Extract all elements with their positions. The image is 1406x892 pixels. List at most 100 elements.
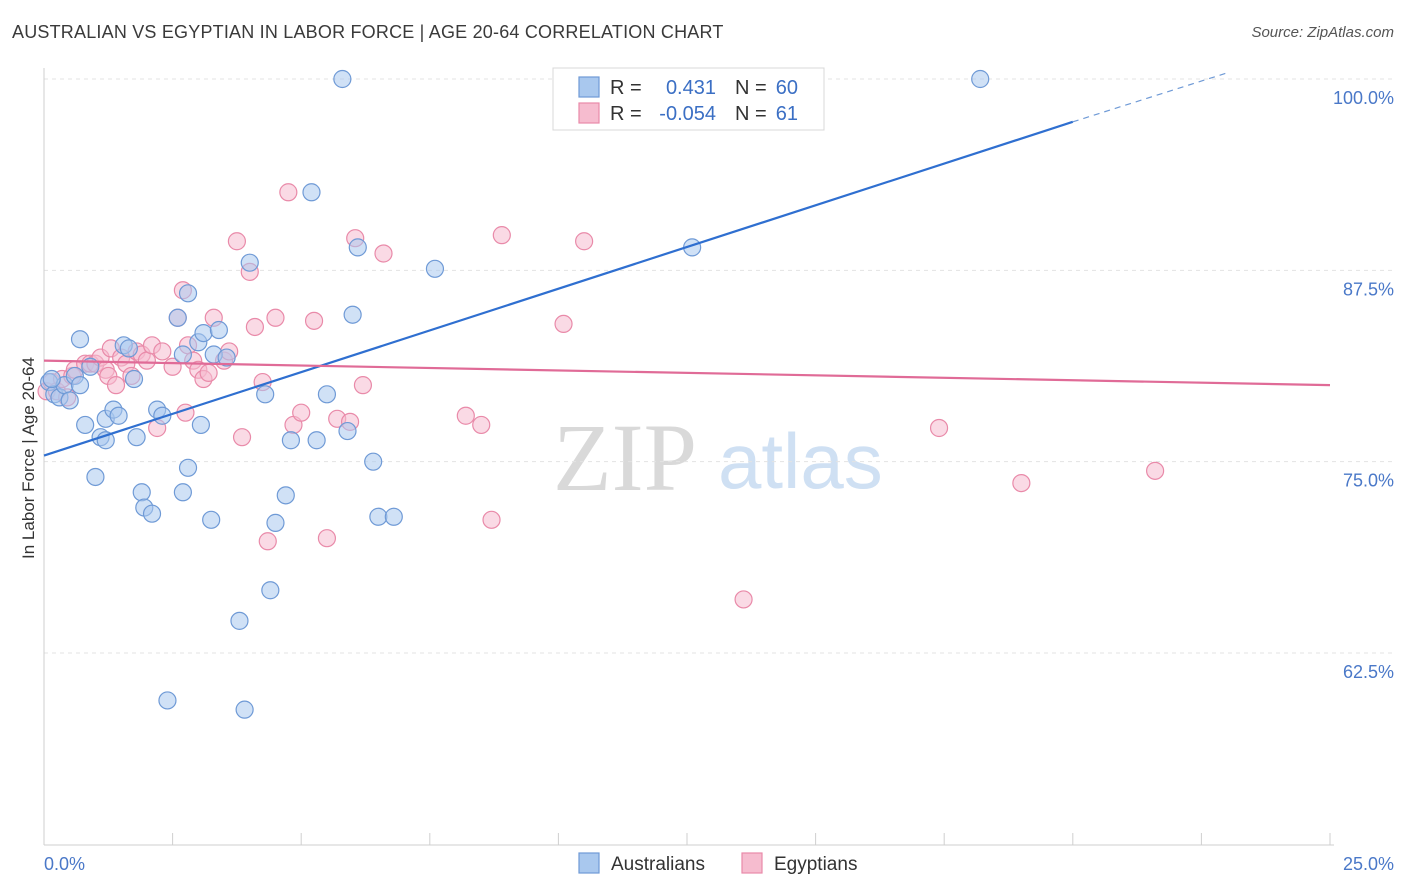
australians-point bbox=[173, 483, 192, 502]
legend-n-value-1: 60 bbox=[776, 77, 798, 99]
australians-point bbox=[364, 452, 383, 471]
legend-n-label-1: N = bbox=[735, 77, 767, 99]
egyptians-point bbox=[232, 428, 252, 447]
australians-point bbox=[369, 507, 388, 526]
australians-point bbox=[70, 376, 90, 395]
series-legend-label-australians: Australians bbox=[611, 854, 705, 875]
egyptians-point bbox=[137, 351, 156, 370]
australians-point bbox=[132, 483, 151, 502]
egyptians-point bbox=[317, 529, 337, 548]
egyptians-point bbox=[227, 232, 246, 251]
australians-point bbox=[158, 691, 177, 710]
australians-point bbox=[307, 431, 326, 450]
x-axis-ticks bbox=[43, 833, 1331, 845]
australians-point bbox=[276, 486, 295, 505]
egyptians-point bbox=[266, 308, 285, 327]
australians-point bbox=[202, 510, 221, 529]
trend-lines bbox=[43, 72, 1331, 457]
australians-point bbox=[86, 467, 105, 487]
gridlines bbox=[44, 78, 1394, 654]
australians-point bbox=[142, 504, 162, 523]
egyptians-point bbox=[554, 314, 573, 334]
australians-point bbox=[60, 391, 79, 410]
egyptians-point bbox=[1012, 473, 1031, 493]
series-legend: Australians Egyptians bbox=[578, 852, 857, 875]
australians-point bbox=[338, 421, 357, 441]
y-axis-label: In Labor Force | Age 20-64 bbox=[19, 357, 38, 559]
legend-n-value-2: 61 bbox=[776, 103, 798, 125]
australians-point bbox=[124, 369, 144, 389]
australians-point bbox=[317, 385, 337, 404]
legend-r-label-1: R = bbox=[610, 77, 642, 99]
legend-r-value-1: 0.431 bbox=[666, 77, 716, 99]
australians-point bbox=[76, 415, 95, 435]
australians-point bbox=[971, 69, 990, 89]
australians-point bbox=[209, 320, 228, 340]
y-axis-tick-labels: 62.5% 75.0% 87.5% 100.0% bbox=[1333, 88, 1394, 682]
australians-point bbox=[235, 700, 254, 719]
australians-point bbox=[173, 345, 192, 364]
australians-point bbox=[168, 308, 187, 327]
x-tick-label-max: 25.0% bbox=[1343, 854, 1394, 874]
egyptians-point bbox=[492, 226, 511, 245]
y-tick-label: 100.0% bbox=[1333, 88, 1394, 108]
egyptians-point bbox=[374, 244, 393, 263]
series-legend-label-egyptians: Egyptians bbox=[774, 854, 857, 875]
australians-point bbox=[281, 431, 301, 450]
australians-point bbox=[191, 415, 210, 435]
y-tick-label: 62.5% bbox=[1343, 662, 1394, 682]
egyptians-point bbox=[456, 406, 475, 425]
egyptians-point bbox=[929, 418, 949, 438]
australians-point bbox=[266, 513, 285, 532]
egyptians-point bbox=[258, 532, 277, 551]
australians-point bbox=[178, 284, 198, 303]
australians-point bbox=[384, 507, 403, 526]
series-legend-swatch-australians bbox=[578, 852, 600, 874]
egyptians-point bbox=[279, 183, 298, 202]
australians-point bbox=[217, 348, 236, 367]
australians-point bbox=[194, 323, 213, 343]
egyptians-point bbox=[734, 590, 753, 609]
australians-trend-line bbox=[43, 120, 1074, 457]
watermark-atlas: atlas bbox=[718, 417, 883, 505]
australians-trend-extension bbox=[1072, 72, 1228, 123]
stats-legend: R = 0.431 N = 60 R = -0.054 N = 61 bbox=[552, 67, 825, 131]
legend-r-value-2: -0.054 bbox=[659, 103, 716, 125]
egyptians-point bbox=[292, 403, 311, 422]
egyptians-point bbox=[245, 317, 265, 337]
legend-swatch-egyptians bbox=[578, 102, 600, 124]
australians-point bbox=[70, 330, 90, 349]
egyptians-point bbox=[1146, 461, 1165, 480]
australians-point bbox=[425, 259, 445, 278]
egyptians-trend-line bbox=[43, 359, 1331, 387]
egyptians-point bbox=[304, 311, 324, 330]
egyptians-point bbox=[199, 363, 218, 382]
watermark-zip: ZIP bbox=[553, 404, 697, 511]
x-tick-label-min: 0.0% bbox=[44, 854, 85, 874]
series-legend-swatch-egyptians bbox=[741, 852, 763, 874]
legend-r-label-2: R = bbox=[610, 103, 642, 125]
australians-point bbox=[333, 69, 352, 89]
source-credit: Source: ZipAtlas.com bbox=[1251, 24, 1394, 41]
australians-point bbox=[127, 428, 146, 447]
australians-point bbox=[240, 253, 259, 272]
australians-points bbox=[40, 69, 990, 719]
australians-point bbox=[256, 385, 275, 404]
y-tick-label: 75.0% bbox=[1343, 471, 1394, 491]
egyptians-point bbox=[353, 376, 373, 395]
australians-point bbox=[153, 406, 172, 425]
egyptians-points bbox=[37, 183, 1165, 609]
egyptians-point bbox=[482, 510, 501, 529]
australians-point bbox=[302, 183, 321, 202]
australians-point bbox=[261, 581, 280, 600]
australians-point bbox=[343, 305, 362, 324]
australians-point bbox=[42, 369, 61, 389]
chart-title: AUSTRALIAN VS EGYPTIAN IN LABOR FORCE | … bbox=[12, 22, 724, 42]
legend-swatch-australians bbox=[578, 76, 600, 98]
legend-n-label-2: N = bbox=[735, 103, 767, 125]
australians-point bbox=[230, 611, 249, 630]
australians-point bbox=[119, 339, 138, 358]
y-tick-label: 87.5% bbox=[1343, 279, 1394, 299]
australians-point bbox=[178, 458, 198, 477]
